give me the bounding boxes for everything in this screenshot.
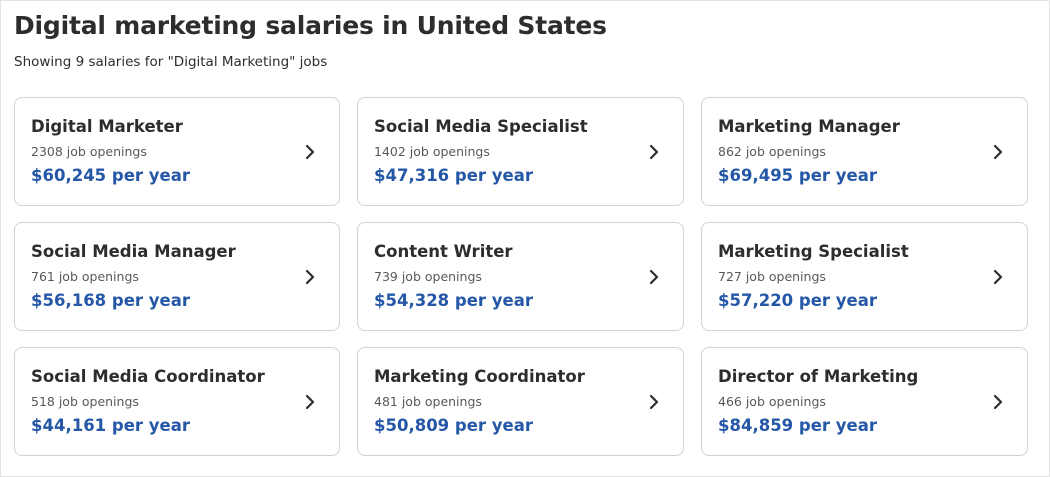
card-salary: $54,328 per year <box>374 291 533 310</box>
card-job-title: Marketing Manager <box>718 117 900 136</box>
chevron-right-icon <box>991 144 1005 160</box>
chevron-right-icon <box>303 394 317 410</box>
chevron-right-icon <box>991 269 1005 285</box>
salary-card-content-writer[interactable]: Content Writer 739 job openings $54,328 … <box>357 222 684 331</box>
salary-card-social-media-specialist[interactable]: Social Media Specialist 1402 job opening… <box>357 97 684 206</box>
card-job-openings: 1402 job openings <box>374 144 490 159</box>
page-title: Digital marketing salaries in United Sta… <box>14 11 607 40</box>
card-job-title: Social Media Coordinator <box>31 367 265 386</box>
card-salary: $57,220 per year <box>718 291 877 310</box>
salary-card-grid: Digital Marketer 2308 job openings $60,2… <box>14 97 1028 456</box>
card-salary: $60,245 per year <box>31 166 190 185</box>
card-job-openings: 727 job openings <box>718 269 826 284</box>
card-salary: $84,859 per year <box>718 416 877 435</box>
salary-card-social-media-coordinator[interactable]: Social Media Coordinator 518 job opening… <box>14 347 340 456</box>
salary-card-digital-marketer[interactable]: Digital Marketer 2308 job openings $60,2… <box>14 97 340 206</box>
salary-card-social-media-manager[interactable]: Social Media Manager 761 job openings $5… <box>14 222 340 331</box>
card-job-title: Marketing Specialist <box>718 242 909 261</box>
card-job-title: Social Media Manager <box>31 242 236 261</box>
card-salary: $50,809 per year <box>374 416 533 435</box>
card-salary: $56,168 per year <box>31 291 190 310</box>
card-job-openings: 862 job openings <box>718 144 826 159</box>
card-job-title: Marketing Coordinator <box>374 367 585 386</box>
salary-card-marketing-coordinator[interactable]: Marketing Coordinator 481 job openings $… <box>357 347 684 456</box>
chevron-right-icon <box>647 269 661 285</box>
card-salary: $47,316 per year <box>374 166 533 185</box>
card-job-title: Director of Marketing <box>718 367 919 386</box>
chevron-right-icon <box>647 144 661 160</box>
card-job-title: Digital Marketer <box>31 117 183 136</box>
results-count: Showing 9 salaries for "Digital Marketin… <box>14 54 328 70</box>
card-job-title: Content Writer <box>374 242 513 261</box>
card-salary: $44,161 per year <box>31 416 190 435</box>
salary-card-marketing-specialist[interactable]: Marketing Specialist 727 job openings $5… <box>701 222 1028 331</box>
card-job-openings: 481 job openings <box>374 394 482 409</box>
chevron-right-icon <box>647 394 661 410</box>
card-job-openings: 761 job openings <box>31 269 139 284</box>
salary-card-marketing-manager[interactable]: Marketing Manager 862 job openings $69,4… <box>701 97 1028 206</box>
card-job-openings: 518 job openings <box>31 394 139 409</box>
chevron-right-icon <box>303 269 317 285</box>
salary-card-director-of-marketing[interactable]: Director of Marketing 466 job openings $… <box>701 347 1028 456</box>
card-job-title: Social Media Specialist <box>374 117 588 136</box>
chevron-right-icon <box>303 144 317 160</box>
card-job-openings: 739 job openings <box>374 269 482 284</box>
card-job-openings: 466 job openings <box>718 394 826 409</box>
card-salary: $69,495 per year <box>718 166 877 185</box>
card-job-openings: 2308 job openings <box>31 144 147 159</box>
chevron-right-icon <box>991 394 1005 410</box>
